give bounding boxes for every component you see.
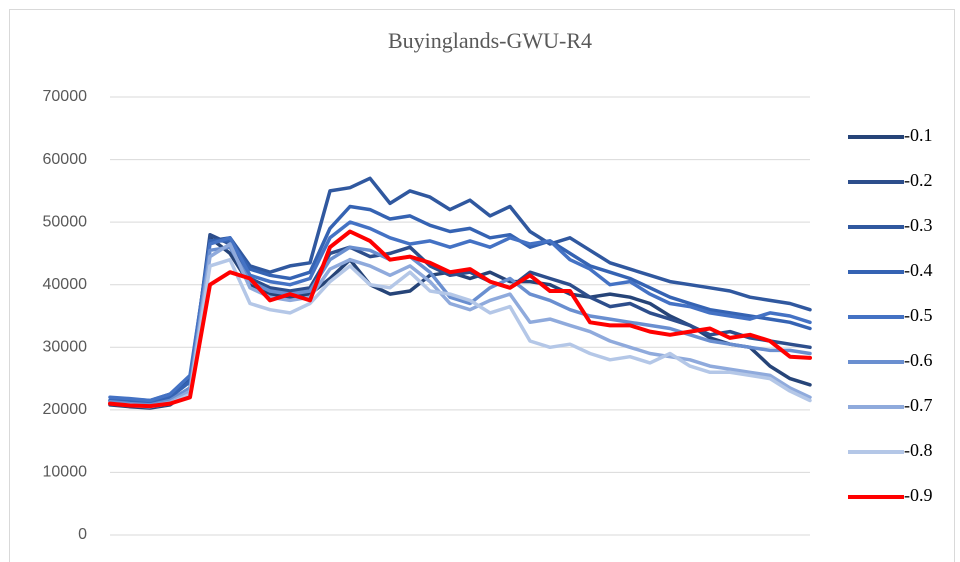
y-tick-label: 0 <box>78 526 87 543</box>
legend-label: -0.5 <box>904 305 933 325</box>
legend-label: -0.1 <box>904 125 933 145</box>
chart-border <box>9 9 955 562</box>
y-tick-label: 60000 <box>43 151 88 168</box>
y-tick-label: 50000 <box>43 213 88 230</box>
y-tick-label: 30000 <box>43 339 88 356</box>
legend-label: -0.3 <box>904 215 933 235</box>
series-line <box>108 257 812 409</box>
series-line <box>108 242 812 408</box>
series-line <box>108 204 812 406</box>
series-line <box>108 220 812 403</box>
y-tick-label: 20000 <box>43 401 88 418</box>
legend-label: -0.8 <box>904 440 933 460</box>
chart-title: Buyinglands-GWU-R4 <box>388 28 592 53</box>
legend-label: -0.6 <box>904 350 933 370</box>
y-tick-label: 40000 <box>43 276 88 293</box>
y-tick-label: 10000 <box>43 464 88 481</box>
series-line <box>108 229 812 409</box>
legend-label: -0.7 <box>904 395 933 415</box>
legend-label: -0.4 <box>904 260 933 280</box>
legend-label: -0.9 <box>904 485 933 505</box>
y-tick-label: 70000 <box>43 88 88 105</box>
legend-label: -0.2 <box>904 170 933 190</box>
